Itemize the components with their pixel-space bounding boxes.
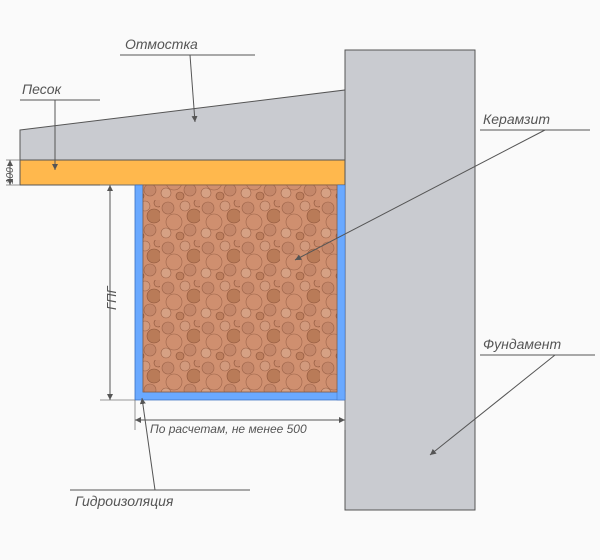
dim-sand-h-text: 100	[5, 167, 16, 184]
leader-gidro	[142, 398, 155, 490]
dim-width-text: По расчетам, не менее 500	[150, 422, 307, 436]
label-pesok: Песок	[22, 81, 61, 97]
label-gidro: Гидроизоляция	[75, 493, 173, 509]
label-otmostka: Отмостка	[125, 36, 198, 52]
diagram-canvas: Отмостка Песок Керамзит Фундамент Гидрои…	[0, 0, 600, 560]
sand-layer	[20, 160, 345, 185]
foundation	[345, 50, 475, 510]
label-fundament: Фундамент	[483, 336, 561, 352]
label-keramzit: Керамзит	[483, 111, 550, 127]
waterproofing-right	[337, 185, 345, 400]
dim-depth-text: ГПГ	[104, 286, 119, 310]
keramzit-fill	[143, 185, 337, 392]
diagram-svg	[0, 0, 600, 560]
